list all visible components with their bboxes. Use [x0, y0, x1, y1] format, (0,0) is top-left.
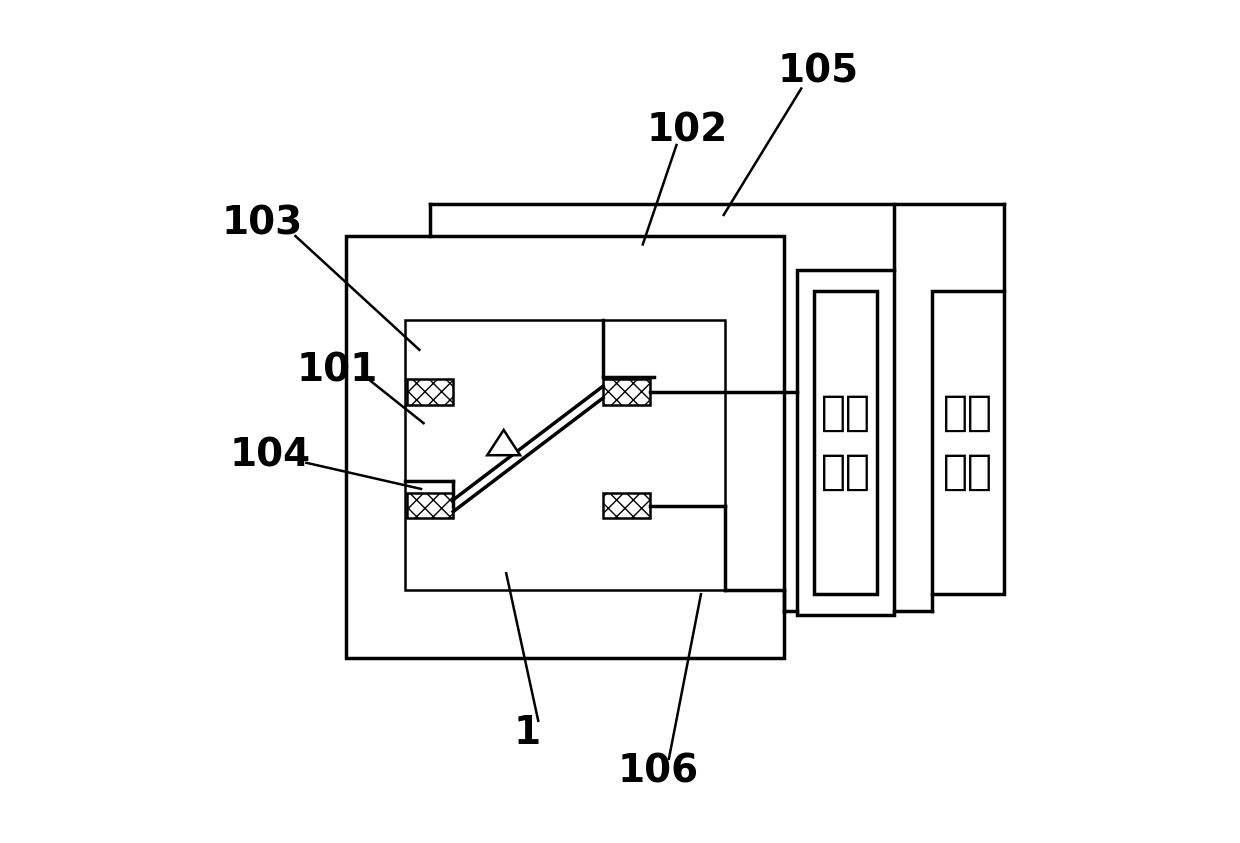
Bar [813, 291, 877, 594]
Polygon shape [487, 430, 520, 455]
Text: 103: 103 [221, 204, 303, 243]
Bar [603, 493, 650, 518]
Bar [405, 320, 725, 590]
Text: 105: 105 [777, 52, 858, 91]
Bar [346, 236, 785, 658]
Text: 104: 104 [229, 436, 311, 475]
Text: 101: 101 [296, 352, 378, 390]
Bar [603, 379, 650, 405]
Bar [407, 493, 453, 518]
Text: 106: 106 [618, 752, 698, 791]
Bar [407, 379, 453, 405]
Text: 1: 1 [513, 714, 541, 753]
Bar [932, 291, 1003, 594]
Text: 常用
电源: 常用 电源 [821, 392, 870, 493]
Bar [797, 270, 894, 615]
Text: 备用
电源: 备用 电源 [942, 392, 993, 493]
Text: 102: 102 [647, 111, 728, 150]
